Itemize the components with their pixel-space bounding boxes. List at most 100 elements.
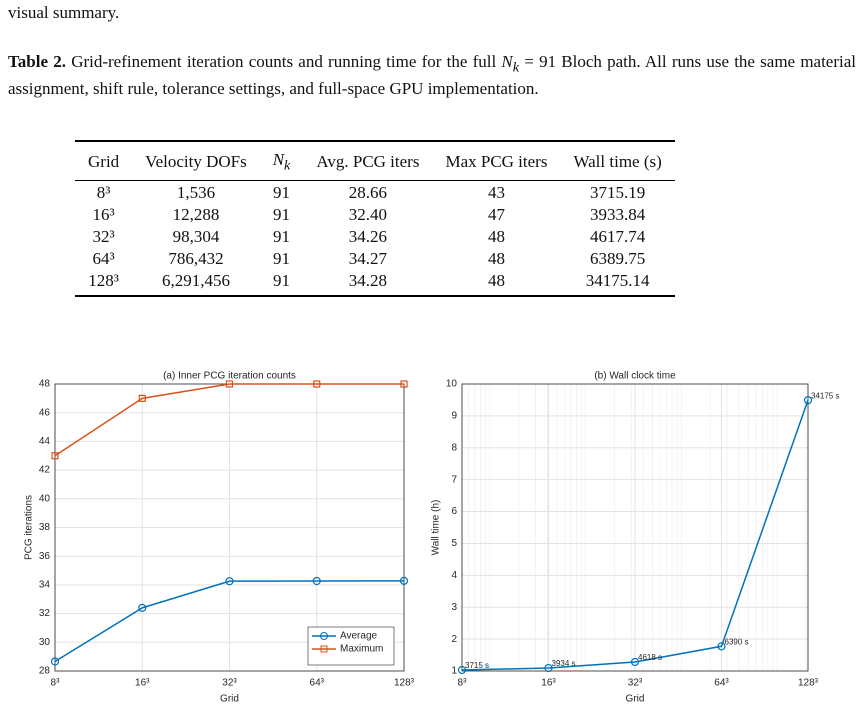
header: Nk bbox=[259, 140, 304, 182]
y-tick-label: 8 bbox=[451, 442, 457, 453]
y-axis-label: Wall time (h) bbox=[431, 500, 442, 556]
chart-title: (b) Wall clock time bbox=[594, 371, 676, 382]
header: Grid bbox=[75, 140, 133, 182]
table-row: 32³ 98,304 91 34.26 48 4617.74 bbox=[75, 225, 675, 247]
table-caption: Table 2. Grid-refinement iteration count… bbox=[8, 51, 856, 100]
x-tick-label: 8³ bbox=[51, 678, 61, 689]
cell: 47 bbox=[487, 205, 505, 225]
header: Wall time (s) bbox=[560, 140, 675, 182]
y-tick-label: 28 bbox=[39, 666, 51, 677]
marker bbox=[51, 452, 59, 460]
cell: 64³ bbox=[92, 249, 115, 269]
x-tick-label: 32³ bbox=[222, 678, 237, 689]
table: Grid Velocity DOFs Nk Avg. PCG iters Max… bbox=[75, 140, 675, 298]
cell: 91 bbox=[273, 227, 291, 247]
subscript: k bbox=[512, 59, 520, 76]
header: Velocity DOFs bbox=[132, 140, 260, 182]
cell: 32³ bbox=[92, 227, 115, 247]
cell: 786,432 bbox=[168, 249, 224, 269]
cell: 91 bbox=[259, 269, 304, 298]
x-tick-label: 16³ bbox=[135, 678, 150, 689]
marker bbox=[400, 380, 408, 388]
x-axis-label: Grid bbox=[626, 694, 645, 705]
cell: 48 bbox=[487, 249, 505, 269]
marker bbox=[138, 603, 147, 612]
cell: 6,291,456 bbox=[132, 269, 260, 298]
y-tick-label: 44 bbox=[39, 436, 51, 447]
data-label: 6390 s bbox=[725, 637, 749, 646]
legend-marker bbox=[320, 632, 328, 640]
cell: 34.28 bbox=[303, 269, 433, 298]
y-tick-label: 42 bbox=[39, 465, 51, 476]
y-tick-label: 36 bbox=[39, 551, 51, 562]
subscript: k bbox=[284, 157, 291, 174]
y-tick-label: 10 bbox=[446, 379, 458, 390]
table-row: 8³ 1,536 91 28.66 43 3715.19 bbox=[75, 181, 675, 204]
x-tick-label: 128³ bbox=[798, 678, 819, 689]
cell: 8³ bbox=[96, 183, 111, 203]
x-axis-label: Grid bbox=[220, 694, 239, 705]
cell: 34.26 bbox=[348, 227, 388, 247]
cell: 91 bbox=[273, 249, 291, 269]
symbol: N bbox=[501, 52, 513, 71]
marker bbox=[225, 577, 234, 586]
paragraph: visual summary. bbox=[8, 3, 120, 22]
y-tick-label: 1 bbox=[451, 666, 457, 677]
marker bbox=[50, 657, 60, 666]
header: Avg. PCG iters bbox=[303, 140, 433, 182]
cell: 91 bbox=[273, 205, 291, 225]
marker bbox=[630, 657, 640, 667]
y-tick-label: 9 bbox=[451, 411, 457, 422]
caption-text: Grid-refinement iteration counts and run… bbox=[71, 52, 497, 71]
table-row: 16³ 12,288 91 32.40 47 3933.84 bbox=[75, 203, 675, 225]
marker bbox=[312, 576, 321, 586]
axes-box bbox=[461, 383, 809, 672]
data-label: 4618 s bbox=[638, 653, 662, 662]
y-tick-label: 5 bbox=[451, 538, 457, 549]
x-tick-label: 128³ bbox=[394, 678, 415, 689]
marker bbox=[313, 380, 321, 388]
caption-text: = 91 Bloch path. All runs use the same m… bbox=[8, 52, 857, 99]
cell: 16³ bbox=[92, 205, 115, 225]
header: Max PCG iters bbox=[432, 140, 561, 182]
cell: 6389.75 bbox=[590, 249, 646, 269]
x-tick-label: 32³ bbox=[628, 678, 643, 689]
cell: 91 bbox=[273, 183, 291, 203]
y-tick-label: 34 bbox=[39, 580, 51, 591]
legend-label: Maximum bbox=[340, 644, 383, 655]
cell: 98,304 bbox=[172, 227, 220, 247]
y-tick-label: 4 bbox=[451, 570, 457, 581]
marker bbox=[457, 665, 467, 675]
y-tick-label: 30 bbox=[39, 637, 51, 648]
y-tick-label: 2 bbox=[451, 634, 457, 645]
cell: 28.66 bbox=[348, 183, 388, 203]
data-label: 3715 s bbox=[465, 661, 489, 670]
marker bbox=[544, 663, 553, 673]
x-tick-label: 8³ bbox=[458, 678, 468, 689]
cell: 32.40 bbox=[348, 205, 388, 225]
series-line bbox=[54, 580, 405, 663]
series-line bbox=[461, 399, 809, 671]
y-tick-label: 38 bbox=[39, 522, 51, 533]
cell: 48 bbox=[487, 227, 505, 247]
marker bbox=[803, 396, 813, 405]
x-tick-label: 64³ bbox=[310, 678, 325, 689]
data-label: 3934 s bbox=[552, 659, 576, 668]
figure: 8³ 16³ 32³ 64³ 128³2830323436384042444648(a)… bbox=[24, 371, 840, 705]
chart-title: (a) Inner PCG iteration counts bbox=[163, 371, 296, 382]
legend-marker bbox=[320, 645, 328, 653]
y-tick-label: 40 bbox=[39, 493, 51, 504]
cell: 128³ bbox=[75, 269, 133, 298]
caption-label: Table 2. bbox=[8, 52, 66, 71]
y-tick-label: 7 bbox=[451, 474, 457, 485]
y-tick-label: 32 bbox=[39, 608, 51, 619]
data-label: 34175 s bbox=[811, 391, 839, 400]
cell: 3933.84 bbox=[590, 205, 646, 225]
legend-label: Average bbox=[340, 631, 378, 642]
cell: 43 bbox=[487, 183, 505, 203]
x-tick-label: 16³ bbox=[541, 678, 556, 689]
marker bbox=[138, 394, 146, 402]
x-tick-label: 64³ bbox=[714, 678, 729, 689]
series-line bbox=[54, 383, 404, 457]
marker bbox=[717, 642, 726, 651]
